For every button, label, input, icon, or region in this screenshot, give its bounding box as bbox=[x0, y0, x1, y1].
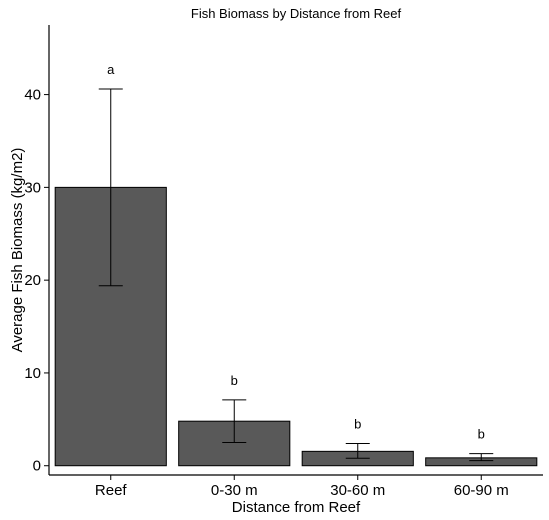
y-ticks-layer: 0 10 20 30 40 bbox=[24, 87, 49, 475]
error-bars-layer bbox=[98, 88, 494, 462]
y-tick-label-3: 20 bbox=[24, 272, 41, 289]
y-tick-label-4: 30 bbox=[24, 179, 41, 196]
y-tick-label-5: 40 bbox=[24, 87, 41, 104]
significance-label-1: a bbox=[107, 62, 115, 77]
y-tick-label-2: 10 bbox=[24, 365, 41, 382]
x-tick-label-2: 0-30 m bbox=[211, 482, 258, 499]
x-tick-label-4: 60-90 m bbox=[454, 482, 509, 499]
x-axis-title: Distance from Reef bbox=[232, 499, 361, 516]
significance-labels-layer: a b b b bbox=[107, 62, 485, 442]
significance-label-4: b bbox=[478, 427, 485, 442]
significance-label-3: b bbox=[354, 416, 361, 431]
bars-layer bbox=[54, 186, 538, 467]
significance-label-2: b bbox=[231, 373, 238, 388]
x-tick-label-1: Reef bbox=[95, 482, 128, 499]
y-axis-title: Average Fish Biomass (kg/m2) bbox=[9, 148, 26, 353]
y-tick-label-1: 0 bbox=[33, 458, 41, 475]
chart-title: Fish Biomass by Distance from Reef bbox=[191, 6, 402, 21]
x-ticks-layer: Reef 0-30 m 30-60 m 60-90 m bbox=[95, 475, 509, 499]
x-tick-label-3: 30-60 m bbox=[330, 482, 385, 499]
